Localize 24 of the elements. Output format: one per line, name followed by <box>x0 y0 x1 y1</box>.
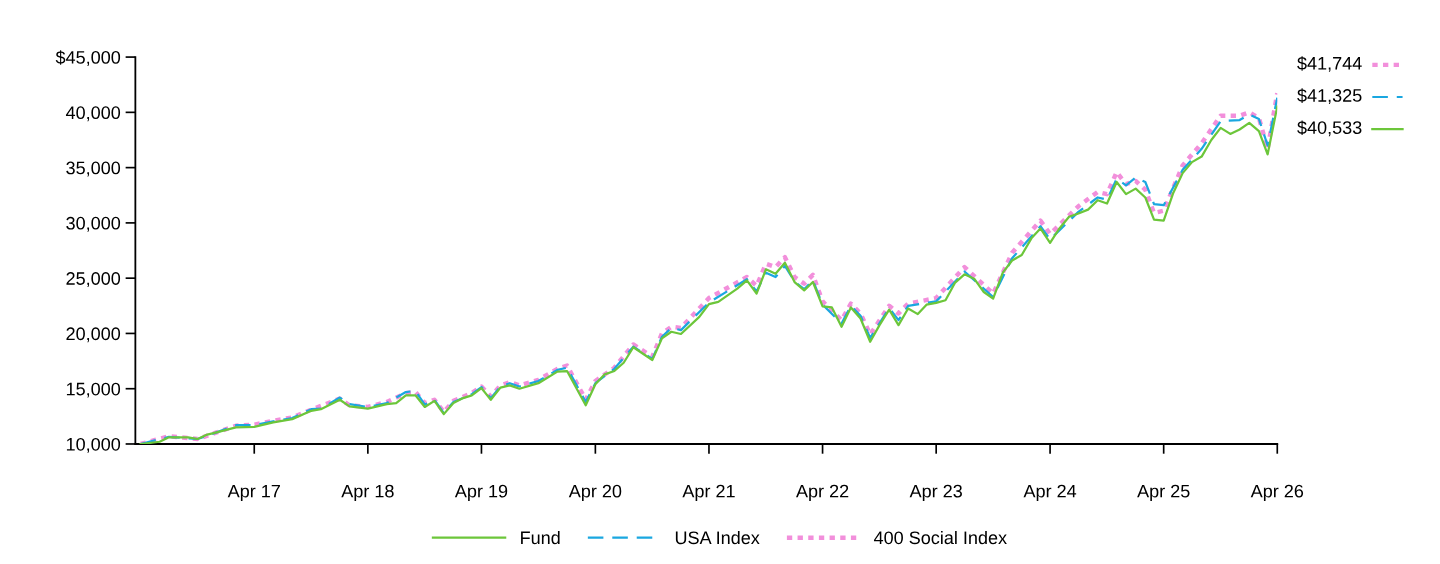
x-tick-label: Apr 25 <box>1137 484 1190 502</box>
y-tick-label: 20,000 <box>66 327 121 343</box>
x-tick-label: Apr 20 <box>568 484 622 502</box>
x-tick-label: Apr 24 <box>1023 484 1077 502</box>
x-tick-label: Apr 23 <box>909 484 962 502</box>
data-label: $41,325 <box>1297 88 1362 104</box>
y-tick-label: 40,000 <box>65 106 121 122</box>
y-tick-label: 10,000 <box>66 437 121 453</box>
x-tick-label: Apr 19 <box>454 484 508 502</box>
x-tick-label: Apr 18 <box>341 484 394 502</box>
legend-label: Fund <box>521 530 560 545</box>
legend-label: USA Index <box>675 530 760 545</box>
y-tick-label: $45,000 <box>55 50 121 66</box>
x-tick-label: Apr 21 <box>682 484 735 502</box>
data-label: $41,744 <box>1297 56 1362 72</box>
x-tick-label: Apr 17 <box>227 484 280 502</box>
data-label: $40,533 <box>1297 120 1362 137</box>
y-tick-label: 15,000 <box>66 382 121 398</box>
y-tick-label: 35,000 <box>66 161 121 177</box>
x-tick-label: Apr 22 <box>796 484 849 502</box>
y-tick-label: 25,000 <box>66 272 121 288</box>
y-tick-label: 30,000 <box>66 216 121 232</box>
x-tick-label: Apr 26 <box>1250 484 1304 502</box>
legend-label: 400 Social Index <box>873 530 1007 545</box>
